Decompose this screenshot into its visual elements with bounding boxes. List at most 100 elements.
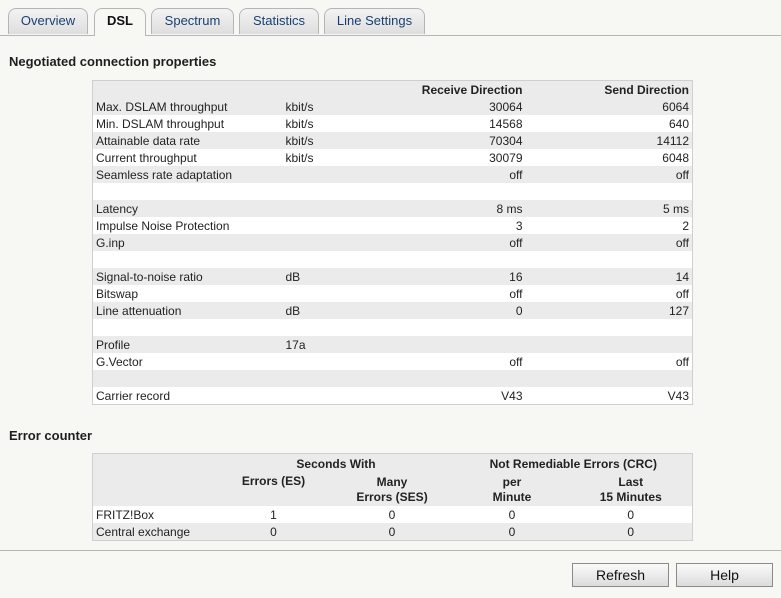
receive-value: 30064 — [362, 98, 526, 115]
property-label: Min. DSLAM throughput — [92, 115, 283, 132]
property-label — [92, 251, 283, 268]
tab-dsl[interactable]: DSL — [94, 8, 146, 36]
errors-es-header: Errors (ES) — [218, 474, 330, 506]
property-label: Carrier record — [92, 387, 283, 405]
error-counter-table: Seconds With Not Remediable Errors (CRC)… — [92, 453, 694, 541]
property-label: Attainable data rate — [92, 132, 283, 149]
property-label: G.Vector — [92, 353, 283, 370]
receive-direction-header: Receive Direction — [421, 82, 523, 97]
table-row: Signal-to-noise ratio dB 16 14 — [92, 268, 693, 285]
send-direction-header: Send Direction — [604, 82, 689, 97]
many-errors-ses-value: 0 — [388, 507, 396, 522]
tab-line-settings[interactable]: Line Settings — [324, 8, 425, 34]
property-label — [92, 183, 283, 200]
property-label — [92, 319, 283, 336]
property-unit — [282, 353, 363, 370]
property-unit — [282, 251, 363, 268]
property-unit — [282, 285, 363, 302]
per-minute-line2: Minute — [492, 490, 532, 504]
table-row: G.inp off off — [92, 234, 693, 251]
receive-value: 14568 — [362, 115, 526, 132]
property-label: Latency — [92, 200, 283, 217]
property-label: Line attenuation — [92, 302, 283, 319]
header-blank — [283, 81, 363, 99]
receive-value: 70304 — [362, 132, 526, 149]
send-value: off — [525, 234, 693, 251]
receive-value — [362, 251, 526, 268]
receive-value: off — [362, 353, 526, 370]
property-label — [92, 370, 283, 387]
table-row: Latency 8 ms 5 ms — [92, 200, 693, 217]
property-unit: 17a — [282, 336, 363, 353]
negotiated-properties-table: Receive Direction Send Direction Max. DS… — [92, 80, 693, 405]
refresh-button[interactable]: Refresh — [572, 563, 669, 587]
receive-value: off — [362, 166, 526, 183]
table-row — [92, 183, 693, 200]
header-blank — [93, 474, 218, 506]
table-row: Carrier record V43 V43 — [92, 387, 693, 405]
error-column-header-row: Errors (ES) Many Errors (SES) per Minute L… — [93, 474, 693, 506]
negotiated-properties-heading: Negotiated connection properties — [9, 54, 217, 69]
property-unit: kbit/s — [282, 98, 363, 115]
table-row: Central exchange 0 0 0 0 — [92, 523, 693, 541]
receive-value — [362, 319, 526, 336]
help-button[interactable]: Help — [676, 563, 773, 587]
receive-value: 0 — [362, 302, 526, 319]
send-value: off — [525, 166, 693, 183]
property-unit — [282, 370, 363, 387]
property-label: Signal-to-noise ratio — [92, 268, 283, 285]
tab-statistics[interactable]: Statistics — [239, 8, 319, 34]
receive-value — [362, 183, 526, 200]
per-minute-line1: per — [502, 475, 522, 489]
last-15-minutes-value: 0 — [627, 524, 635, 539]
property-unit — [282, 319, 363, 336]
table-header-row: Receive Direction Send Direction — [93, 81, 693, 99]
send-value: off — [525, 285, 693, 302]
property-unit — [282, 166, 363, 183]
property-unit — [282, 387, 363, 405]
table-row — [92, 370, 693, 387]
table-row: Min. DSLAM throughput kbit/s 14568 640 — [92, 115, 693, 132]
property-unit: kbit/s — [282, 115, 363, 132]
property-label: Max. DSLAM throughput — [92, 98, 283, 115]
send-value: 14112 — [525, 132, 693, 149]
many-errors-ses-header: Many Errors (SES) — [330, 474, 455, 506]
header-blank — [93, 454, 218, 475]
table-row: Profile 17a — [92, 336, 693, 353]
property-label: Impulse Noise Protection — [92, 217, 283, 234]
tab-overview[interactable]: Overview — [8, 8, 88, 34]
property-unit: kbit/s — [282, 149, 363, 166]
send-value — [525, 183, 693, 200]
crc-errors-header: Not Remediable Errors (CRC) — [489, 456, 657, 471]
last-15-minutes-value: 0 — [627, 507, 635, 522]
tab-spectrum[interactable]: Spectrum — [151, 8, 234, 34]
last-15-line2: 15 Minutes — [599, 490, 662, 504]
send-value: 14 — [525, 268, 693, 285]
table-row: Bitswap off off — [92, 285, 693, 302]
send-value: 640 — [525, 115, 693, 132]
errors-es-label: Errors (ES) — [241, 474, 306, 488]
footer-divider — [0, 550, 781, 551]
error-counter-heading: Error counter — [9, 428, 93, 443]
property-label: Current throughput — [92, 149, 283, 166]
table-row — [92, 319, 693, 336]
table-row: Current throughput kbit/s 30079 6048 — [92, 149, 693, 166]
property-unit — [282, 217, 363, 234]
ses-line2: Errors (SES) — [356, 490, 428, 504]
property-unit: dB — [282, 302, 363, 319]
receive-value: off — [362, 285, 526, 302]
error-group-header-row: Seconds With Not Remediable Errors (CRC) — [93, 454, 693, 475]
per-minute-value: 0 — [508, 524, 516, 539]
table-row — [92, 251, 693, 268]
receive-value: 16 — [362, 268, 526, 285]
per-minute-header: per Minute — [455, 474, 570, 506]
property-unit — [282, 234, 363, 251]
send-value: 127 — [525, 302, 693, 319]
property-unit: kbit/s — [282, 132, 363, 149]
tab-bar: Overview DSL Spectrum Statistics Line Se… — [0, 0, 781, 36]
send-value — [525, 319, 693, 336]
property-unit — [282, 200, 363, 217]
errors-es-value: 1 — [270, 507, 277, 522]
send-value: 6048 — [525, 149, 693, 166]
table-row: FRITZ!Box 1 0 0 0 — [92, 506, 693, 523]
